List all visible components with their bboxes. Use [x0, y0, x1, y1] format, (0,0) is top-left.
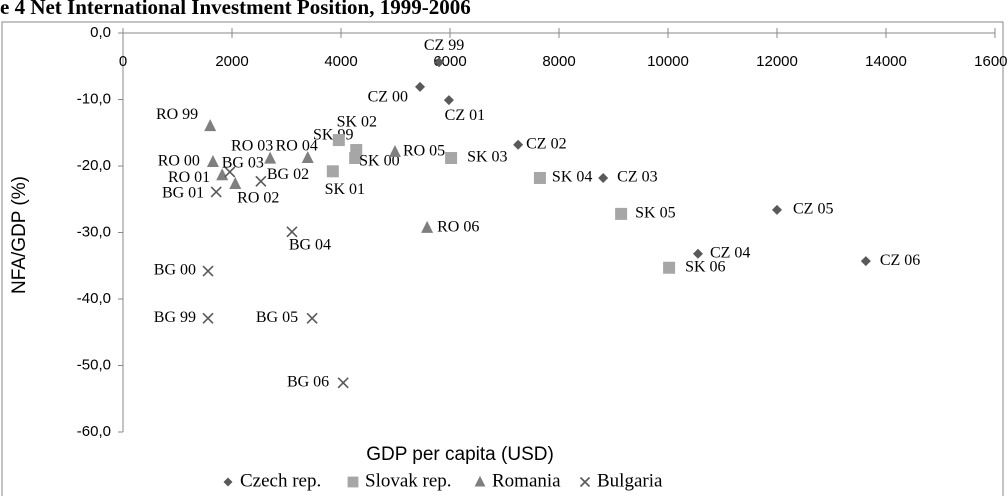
- point: [615, 207, 628, 220]
- point: [415, 81, 426, 92]
- point-label: RO 06: [437, 219, 479, 236]
- chart-title: e 4 Net International Investment Positio…: [0, 0, 471, 19]
- point: [306, 312, 318, 324]
- point-label: RO 99: [156, 106, 198, 123]
- point: [513, 139, 524, 150]
- x-tick-label: 16000: [974, 53, 1008, 70]
- y-tick-label: 0,0: [90, 24, 111, 41]
- x-tick-label: 10000: [647, 53, 689, 70]
- y-tick-label: -60,0: [77, 423, 111, 440]
- legend-symbol: [223, 477, 233, 487]
- x-tick-label: 4000: [324, 53, 357, 70]
- x-axis-label: GDP per capita (USD): [366, 444, 554, 465]
- point-label: CZ 99: [424, 37, 464, 54]
- legend-label: Romania: [492, 470, 561, 491]
- point-label: SK 05: [635, 205, 675, 222]
- legend-label: Slovak rep.: [365, 470, 452, 491]
- legend-symbol: [347, 476, 359, 488]
- y-tick-label: -50,0: [77, 356, 111, 373]
- point-label: CZ 04: [710, 244, 750, 261]
- legend-symbol: [474, 475, 486, 487]
- x-tick-label: 12000: [756, 53, 798, 70]
- point-label: SK 02: [337, 114, 377, 131]
- x-tick-label: 0: [119, 53, 127, 70]
- point-label: BG 06: [287, 373, 329, 390]
- y-tick-label: -30,0: [77, 223, 111, 240]
- point-label: RO 00: [158, 153, 200, 170]
- point-label: RO 02: [237, 190, 279, 207]
- point: [663, 261, 676, 274]
- point: [286, 226, 298, 238]
- point-label: CZ 05: [793, 201, 833, 218]
- point: [264, 151, 277, 164]
- point: [202, 265, 214, 277]
- legend-label: Bulgaria: [597, 470, 663, 491]
- point: [202, 312, 214, 324]
- point: [349, 152, 362, 165]
- point-label: BG 02: [267, 166, 309, 183]
- point-label: SK 04: [552, 169, 592, 186]
- legend-symbol: [579, 476, 591, 488]
- point: [421, 220, 434, 233]
- point-label: RO 01: [168, 169, 210, 186]
- point: [204, 119, 217, 132]
- point: [206, 155, 219, 168]
- point-label: BG 99: [154, 309, 196, 326]
- x-tick-label: 6000: [433, 53, 466, 70]
- point-label: RO 03: [231, 137, 273, 154]
- point: [692, 248, 703, 259]
- point: [301, 151, 314, 164]
- point: [224, 166, 236, 178]
- y-tick-label: -20,0: [77, 157, 111, 174]
- point: [445, 152, 458, 165]
- x-tick-label: 8000: [542, 53, 575, 70]
- point: [533, 171, 546, 184]
- point-label: CZ 02: [526, 135, 566, 152]
- y-axis-label: NFA/GDP (%): [9, 176, 30, 294]
- point: [337, 377, 349, 389]
- point: [860, 256, 871, 267]
- point: [443, 95, 454, 106]
- point-label: RO 04: [276, 138, 318, 155]
- point-label: CZ 06: [880, 252, 920, 269]
- point: [772, 204, 782, 215]
- point: [210, 186, 222, 198]
- point: [598, 172, 609, 183]
- point: [388, 145, 401, 158]
- point-label: BG 01: [162, 185, 204, 202]
- y-tick-label: -40,0: [77, 290, 111, 307]
- x-tick-label: 14000: [865, 53, 907, 70]
- point: [326, 165, 339, 178]
- point-label: SK 06: [685, 258, 725, 275]
- point: [229, 176, 242, 189]
- point-label: RO 05: [403, 143, 445, 160]
- point-label: SK 03: [467, 149, 507, 166]
- y-tick-label: -10,0: [77, 90, 111, 107]
- point-label: SK 01: [325, 181, 365, 198]
- point-label: CZ 00: [368, 89, 408, 106]
- point-label: CZ 03: [617, 169, 657, 186]
- point: [255, 175, 267, 187]
- point-label: BG 05: [256, 309, 298, 326]
- point-label: CZ 01: [445, 107, 485, 124]
- chart-frame: [1, 21, 1004, 501]
- legend-label: Czech rep.: [240, 470, 321, 491]
- point-label: BG 00: [154, 262, 196, 279]
- x-tick-label: 2000: [215, 53, 248, 70]
- point-label: BG 03: [222, 155, 264, 172]
- point-label: BG 04: [289, 237, 331, 254]
- point: [332, 134, 345, 147]
- point: [434, 57, 445, 68]
- title-band: [0, 0, 1008, 21]
